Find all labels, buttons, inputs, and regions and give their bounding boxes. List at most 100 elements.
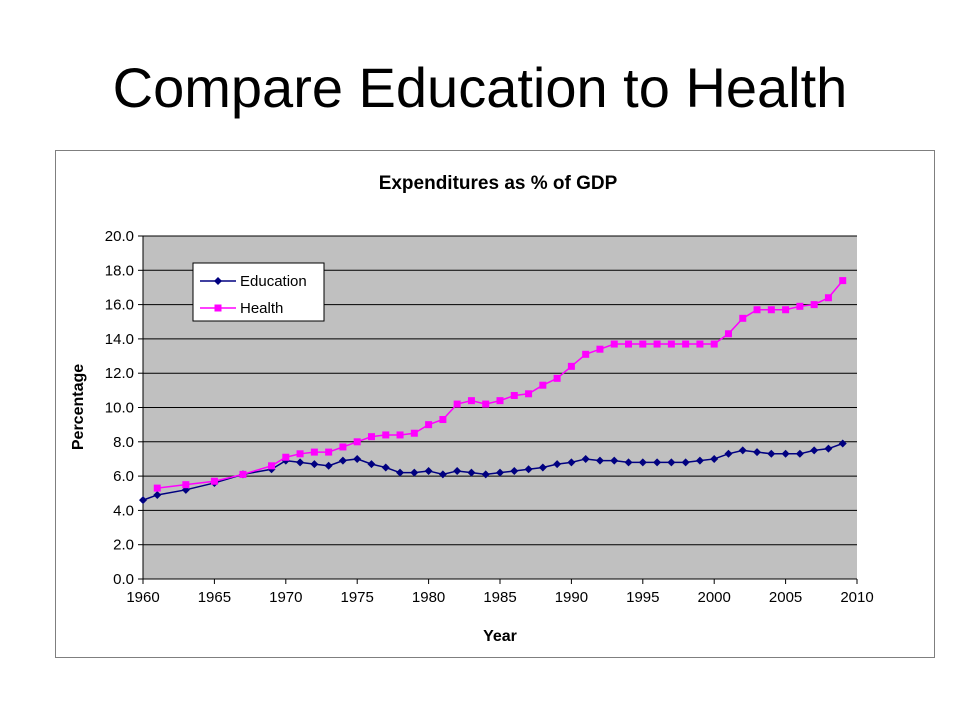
y-tick-label: 20.0 bbox=[105, 228, 134, 245]
education-point bbox=[653, 458, 662, 467]
x-tick-label: 2000 bbox=[698, 589, 731, 606]
health-point bbox=[382, 431, 390, 439]
x-tick-label: 1980 bbox=[412, 589, 445, 606]
education-point bbox=[338, 456, 347, 465]
education-point bbox=[838, 439, 847, 448]
education-point bbox=[595, 456, 604, 465]
health-point bbox=[667, 340, 675, 348]
health-point bbox=[739, 314, 747, 322]
education-point bbox=[296, 458, 305, 467]
health-point bbox=[782, 306, 790, 314]
education-point bbox=[795, 449, 804, 458]
health-point bbox=[525, 390, 533, 398]
education-point bbox=[767, 449, 776, 458]
education-point bbox=[324, 461, 333, 470]
x-tick-label: 2010 bbox=[840, 589, 873, 606]
health-point bbox=[439, 416, 447, 424]
health-point bbox=[496, 397, 504, 405]
y-tick-label: 4.0 bbox=[113, 502, 134, 519]
y-tick-label: 14.0 bbox=[105, 331, 134, 348]
health-point bbox=[482, 400, 490, 408]
health-point bbox=[410, 429, 418, 437]
slide-title: Compare Education to Health bbox=[112, 56, 848, 119]
y-tick-label: 6.0 bbox=[113, 468, 134, 485]
education-point bbox=[610, 456, 619, 465]
health-point bbox=[367, 433, 375, 441]
line-chart: Expenditures as % of GDP 0.0 2.0 4.0 6.0 8.0… bbox=[70, 173, 874, 645]
education-point bbox=[695, 456, 704, 465]
education-point bbox=[681, 458, 690, 467]
series-education bbox=[139, 439, 847, 505]
education-point bbox=[453, 466, 462, 475]
health-point bbox=[767, 306, 775, 314]
health-point bbox=[810, 301, 818, 309]
education-point bbox=[524, 465, 533, 474]
legend-label-health: Health bbox=[240, 300, 283, 317]
series-layer bbox=[139, 277, 847, 505]
health-point bbox=[696, 340, 704, 348]
health-point bbox=[682, 340, 690, 348]
health-point bbox=[582, 350, 590, 358]
x-tick-label: 1965 bbox=[198, 589, 231, 606]
education-point bbox=[710, 454, 719, 463]
health-point bbox=[724, 330, 732, 338]
education-point bbox=[410, 468, 419, 477]
education-point bbox=[496, 468, 504, 477]
health-point bbox=[796, 302, 804, 310]
health-point bbox=[339, 443, 347, 451]
health-point bbox=[453, 400, 461, 408]
education-point bbox=[153, 490, 162, 499]
education-point bbox=[353, 454, 362, 463]
legend-marker-education bbox=[214, 277, 222, 285]
education-point bbox=[724, 449, 733, 458]
y-tick-label: 8.0 bbox=[113, 434, 134, 451]
education-point bbox=[781, 449, 790, 458]
health-point bbox=[210, 477, 218, 485]
education-point bbox=[438, 470, 447, 479]
health-point bbox=[753, 306, 761, 314]
y-tick-label: 10.0 bbox=[105, 400, 134, 417]
health-point bbox=[639, 340, 647, 348]
education-point bbox=[810, 446, 819, 455]
x-tick-label: 1985 bbox=[483, 589, 516, 606]
health-point bbox=[839, 277, 847, 285]
y-axis-label: Percentage bbox=[70, 364, 87, 450]
health-point bbox=[710, 340, 718, 348]
health-point bbox=[653, 340, 661, 348]
education-point bbox=[753, 448, 762, 457]
education-point bbox=[481, 470, 490, 479]
health-point bbox=[153, 484, 161, 492]
education-point bbox=[567, 458, 576, 467]
health-point bbox=[553, 374, 561, 382]
education-point bbox=[396, 468, 405, 477]
x-tick-label: 1975 bbox=[341, 589, 374, 606]
y-tick-label: 16.0 bbox=[105, 297, 134, 314]
health-point bbox=[510, 391, 518, 399]
legend: Education Health bbox=[192, 262, 325, 322]
health-point bbox=[239, 470, 247, 478]
health-point bbox=[296, 450, 304, 458]
x-tick-label: 2005 bbox=[769, 589, 802, 606]
education-point bbox=[638, 458, 647, 467]
education-point bbox=[310, 460, 319, 469]
y-ticks: 0.0 2.0 4.0 6.0 8.0 10.0 12.0 14.0 16.0 18.0 20.0 bbox=[105, 228, 143, 588]
x-axis-label: Year bbox=[483, 628, 517, 645]
health-point bbox=[596, 345, 604, 353]
health-point bbox=[539, 381, 547, 389]
health-point bbox=[282, 453, 290, 461]
health-point bbox=[268, 462, 276, 470]
y-tick-label: 0.0 bbox=[113, 571, 134, 588]
education-line bbox=[142, 442, 843, 501]
education-point bbox=[381, 463, 390, 472]
education-point bbox=[738, 446, 747, 455]
education-point bbox=[667, 458, 676, 467]
legend-label-education: Education bbox=[240, 273, 307, 290]
y-tick-label: 12.0 bbox=[105, 365, 134, 382]
x-tick-label: 1995 bbox=[626, 589, 659, 606]
chart-title: Expenditures as % of GDP bbox=[379, 173, 618, 194]
education-point bbox=[624, 458, 633, 467]
education-point bbox=[467, 468, 476, 477]
health-point bbox=[310, 448, 318, 456]
y-tick-label: 18.0 bbox=[105, 262, 134, 279]
health-point bbox=[396, 431, 404, 439]
